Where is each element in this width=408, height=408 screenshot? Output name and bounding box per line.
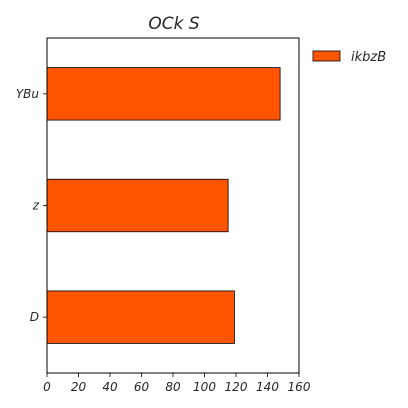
x-tick-label: 0 [43,380,51,394]
legend: ikbzB [312,50,386,65]
legend-swatch [312,50,341,62]
bar-ybu [46,67,281,121]
bar-group [46,67,281,344]
y-axis: YBu z D [16,87,47,324]
legend-label: ikbzB [351,50,386,65]
x-tick-label: 20 [71,380,87,394]
chart-title: OCk S [148,14,199,34]
x-axis: 0 20 40 60 80 100 120 140 160 [43,373,311,394]
bar-d [46,290,235,344]
x-tick-label: 80 [165,380,181,394]
x-tick-label: 40 [102,380,118,394]
x-tick-label: 160 [288,380,311,394]
x-tick-label: 140 [256,380,279,394]
x-tick-label: 120 [225,380,248,394]
y-tick-label: z [32,199,40,213]
x-tick-label: 60 [134,380,150,394]
bar-z [46,178,229,233]
x-tick-label: 100 [193,380,216,394]
y-tick-label: YBu [16,87,40,101]
y-tick-label: D [30,310,39,324]
